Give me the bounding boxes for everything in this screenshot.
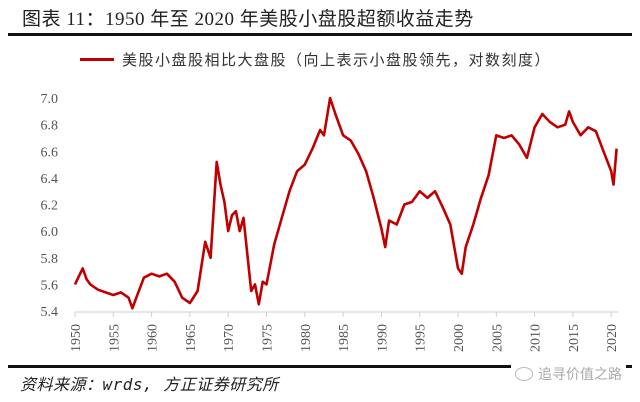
x-tick-label: 2010	[529, 324, 544, 352]
y-tick-label: 6.2	[41, 199, 59, 214]
series-line	[73, 96, 618, 310]
x-tick-label: 1965	[184, 324, 199, 352]
x-tick-label: 1995	[414, 324, 429, 352]
chart-title: 图表 11：1950 年至 2020 年美股小盘股超额收益走势	[22, 9, 474, 30]
y-tick-label: 6.8	[41, 119, 59, 134]
footer-divider	[8, 365, 632, 368]
x-tick-label: 1975	[261, 324, 276, 352]
x-tick-label: 1950	[69, 324, 84, 352]
watermark: 追寻价值之路	[511, 364, 626, 384]
x-tick-label: 2020	[605, 324, 620, 352]
y-tick-label: 6.6	[41, 145, 59, 160]
x-tick-label: 1960	[146, 324, 161, 352]
y-tick-label: 6.4	[41, 172, 59, 187]
y-tick-label: 5.8	[41, 252, 59, 267]
x-tick-label: 2015	[567, 324, 582, 352]
x-tick-label: 1955	[107, 324, 122, 352]
y-tick-label: 5.6	[41, 278, 59, 293]
legend-line-swatch	[80, 57, 114, 61]
x-tick-label: 1970	[222, 324, 237, 352]
y-tick-label: 5.4	[41, 305, 59, 320]
x-tick-label: 1990	[375, 324, 390, 352]
y-tick-label: 6.0	[41, 225, 59, 240]
wechat-icon	[515, 367, 533, 381]
watermark-text: 追寻价值之路	[538, 367, 622, 383]
x-tick-label: 1980	[299, 324, 314, 352]
y-tick-label: 7.0	[41, 92, 59, 107]
x-tick-label: 2000	[452, 324, 467, 352]
title-divider	[8, 33, 632, 36]
y-axis: 5.4 5.6 5.8 6.0 6.2 6.4 6.6 6.8 7.0	[41, 92, 59, 320]
x-tick-label: 2005	[490, 324, 505, 352]
source-note: 资料来源：wrds, 方正证券研究所	[20, 375, 279, 394]
x-tick-label: 1985	[337, 324, 352, 352]
x-axis: 1950 1955 1960 1965 1970 1975 1980 1985 1990 1995…	[69, 311, 620, 352]
chart-legend: 美股小盘股相比大盘股（向上表示小盘股领先，对数刻度）	[80, 48, 551, 70]
legend-label: 美股小盘股相比大盘股（向上表示小盘股领先，对数刻度）	[122, 50, 552, 69]
